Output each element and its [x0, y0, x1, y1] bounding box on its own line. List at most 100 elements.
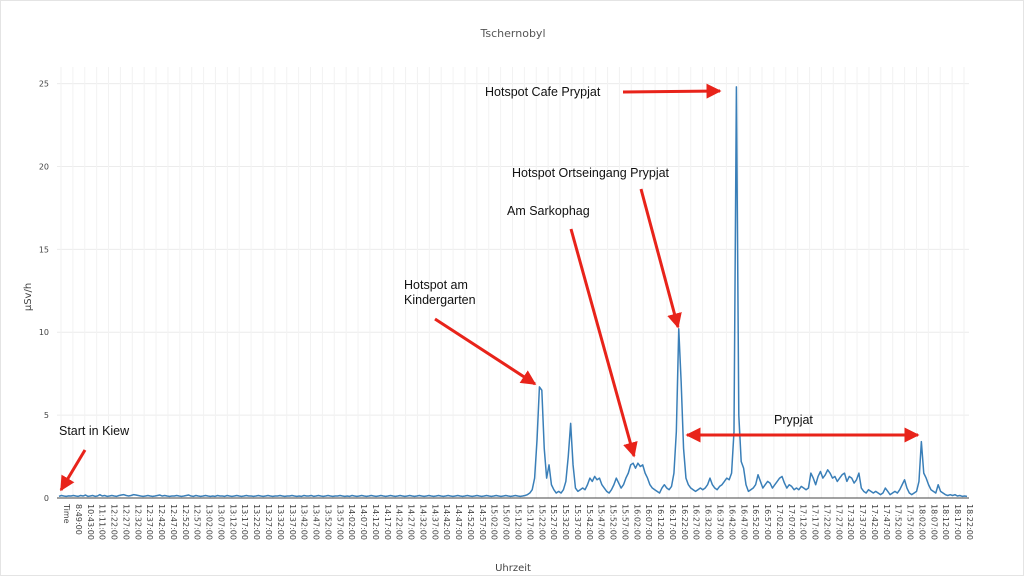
x-tick-label: 15:52:00 — [609, 504, 618, 540]
x-tick-label: 16:22:00 — [680, 504, 689, 540]
x-tick-label: 16:32:00 — [704, 504, 713, 540]
x-tick-label: 14:02:00 — [347, 504, 356, 540]
x-tick-label: 16:12:00 — [656, 504, 665, 540]
annotation-text: Hotspot Cafe Prypjat — [485, 85, 601, 99]
x-tick-label: 17:02:00 — [775, 504, 784, 540]
x-tick-label: 16:52:00 — [751, 504, 760, 540]
x-tick-label: Time — [62, 503, 71, 524]
red-arrow — [639, 188, 682, 329]
x-tick-label: 14:42:00 — [442, 504, 451, 540]
annotation-text: Kindergarten — [404, 293, 476, 307]
y-tick-label: 0 — [44, 494, 49, 503]
x-tick-label: 14:22:00 — [395, 504, 404, 540]
annotation-text: Hotspot Ortseingang Prypjat — [512, 166, 670, 180]
y-axis-title: µSv/h — [23, 283, 34, 311]
x-tick-label: 17:12:00 — [799, 504, 808, 540]
x-tick-label: 12:57:00 — [193, 504, 202, 540]
annotation-text: Start in Kiew — [59, 424, 130, 438]
red-arrow — [434, 317, 537, 386]
x-tick-label: 15:22:00 — [537, 504, 546, 540]
chart-title: Tschernobyl — [480, 27, 546, 40]
annotation-prypjat: Prypjat — [685, 413, 920, 443]
x-tick-label: 17:27:00 — [834, 504, 843, 540]
x-tick-label: 15:17:00 — [525, 504, 534, 540]
x-tick-label: 13:02:00 — [205, 504, 214, 540]
x-tick-label: 13:12:00 — [228, 504, 237, 540]
x-tick-label: 14:12:00 — [371, 504, 380, 540]
x-tick-label: 13:17:00 — [240, 504, 249, 540]
x-tick-label: 18:02:00 — [917, 504, 926, 540]
x-tick-label: 13:57:00 — [335, 504, 344, 540]
x-tick-label: 13:27:00 — [264, 504, 273, 540]
x-tick-label: 17:42:00 — [870, 504, 879, 540]
x-tick-label: 14:52:00 — [466, 504, 475, 540]
x-tick-label: 15:47:00 — [597, 504, 606, 540]
x-tick-label: 14:27:00 — [407, 504, 416, 540]
x-axis-title: Uhrzeit — [495, 563, 531, 574]
red-arrow — [569, 228, 638, 458]
x-tick-label: 8:49:00 — [74, 504, 83, 535]
x-tick-label: 15:27:00 — [549, 504, 558, 540]
annotation-text: Am Sarkophag — [507, 204, 590, 218]
x-tick-label: 10:43:00 — [86, 504, 95, 540]
x-tick-label: 12:37:00 — [145, 504, 154, 540]
x-tick-label: 14:57:00 — [478, 504, 487, 540]
y-tick-label: 5 — [44, 411, 49, 420]
x-tick-label: 13:22:00 — [252, 504, 261, 540]
red-arrow — [59, 449, 87, 492]
x-tick-label: 16:07:00 — [644, 504, 653, 540]
x-tick-label: 17:32:00 — [846, 504, 855, 540]
x-tick-label: 13:37:00 — [288, 504, 297, 540]
x-tick-label: 14:07:00 — [359, 504, 368, 540]
x-tick-label: 17:17:00 — [811, 504, 820, 540]
x-tick-label: 12:22:00 — [110, 504, 119, 540]
x-tick-label: 16:47:00 — [739, 504, 748, 540]
x-tick-label: 14:47:00 — [454, 504, 463, 540]
x-tick-label: 14:17:00 — [383, 504, 392, 540]
x-tick-label: 12:42:00 — [157, 504, 166, 540]
x-tick-label: 14:32:00 — [418, 504, 427, 540]
x-tick-label: 15:32:00 — [561, 504, 570, 540]
annotation-ortseingang: Hotspot Ortseingang Prypjat — [512, 166, 682, 329]
x-tick-label: 17:37:00 — [858, 504, 867, 540]
x-ticks: Time 8:49:00 10:43:00 11:11:00 12:22:00 12:27… — [62, 503, 974, 540]
x-tick-label: 18:12:00 — [941, 504, 950, 540]
x-tick-label: 17:47:00 — [882, 504, 891, 540]
annotation-cafe: Hotspot Cafe Prypjat — [485, 83, 722, 99]
y-ticks: 0 5 10 15 20 25 — [39, 80, 49, 503]
x-tick-label: 16:17:00 — [668, 504, 677, 540]
x-tick-label: 18:22:00 — [965, 504, 974, 540]
annotation-sarkophag: Am Sarkophag — [507, 204, 638, 458]
x-tick-label: 16:27:00 — [692, 504, 701, 540]
x-tick-label: 15:12:00 — [514, 504, 523, 540]
x-tick-label: 15:02:00 — [490, 504, 499, 540]
x-tick-label: 17:57:00 — [906, 504, 915, 540]
x-tick-label: 15:42:00 — [585, 504, 594, 540]
x-tick-label: 16:02:00 — [632, 504, 641, 540]
grid — [57, 67, 969, 499]
annotation-text: Prypjat — [774, 413, 813, 427]
x-tick-label: 13:07:00 — [216, 504, 225, 540]
x-tick-label: 13:52:00 — [323, 504, 332, 540]
x-tick-label: 18:17:00 — [953, 504, 962, 540]
y-tick-label: 20 — [39, 162, 49, 171]
x-tick-label: 12:32:00 — [133, 504, 142, 540]
annotation-text: Hotspot am — [404, 278, 468, 292]
x-tick-label: 12:52:00 — [181, 504, 190, 540]
x-tick-label: 15:37:00 — [573, 504, 582, 540]
x-tick-label: 17:52:00 — [894, 504, 903, 540]
x-tick-label: 17:22:00 — [822, 504, 831, 540]
y-tick-label: 25 — [39, 80, 49, 89]
x-tick-label: 11:11:00 — [98, 504, 107, 540]
y-tick-label: 10 — [39, 328, 49, 337]
x-tick-label: 16:42:00 — [727, 504, 736, 540]
x-tick-label: 14:37:00 — [430, 504, 439, 540]
red-arrow — [622, 83, 722, 99]
x-tick-label: 16:57:00 — [763, 504, 772, 540]
annotation-start-in-kiew: Start in Kiew — [59, 424, 130, 492]
x-tick-label: 13:42:00 — [300, 504, 309, 540]
annotation-kindergarten: Hotspot am Kindergarten — [404, 278, 537, 386]
x-tick-label: 12:27:00 — [121, 504, 130, 540]
